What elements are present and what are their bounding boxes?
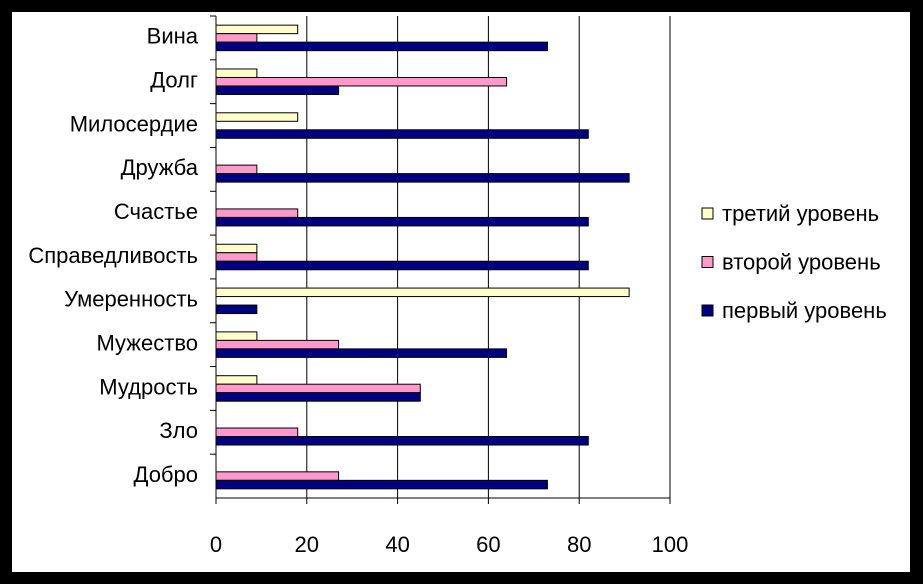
bar [215,252,258,262]
bar [215,208,299,218]
y-tick-label: Счастье [114,199,198,224]
y-tick-label: Мужество [96,330,198,355]
bar [215,427,299,438]
y-tick-label: Дружба [121,155,199,180]
bar [215,339,340,350]
bar [215,304,258,315]
y-tick-label: Умеренность [64,287,198,312]
x-tick-label: 40 [385,532,409,557]
bar [215,383,421,394]
bar [215,76,508,87]
bar [215,471,340,481]
bar [215,331,258,341]
x-tick-label: 80 [567,532,591,557]
y-tick-label: Добро [134,462,198,487]
x-tick-label: 60 [476,532,500,557]
bar [215,33,258,43]
y-tick-label: Зло [159,418,198,443]
bar [215,68,258,78]
bar [215,243,258,254]
bar [215,129,589,139]
bar [215,41,548,52]
bar [215,85,340,95]
bar [215,173,630,183]
bar [215,287,630,298]
bar [215,216,589,227]
bar [215,112,299,122]
legend-label: первый уровень [722,298,887,323]
x-tick-label: 20 [295,532,319,557]
legend-swatch [701,207,714,220]
y-tick-label: Мудрость [99,374,198,399]
bar [215,375,258,385]
legend-swatch [701,304,714,317]
x-tick-label: 100 [652,532,689,557]
bar [215,436,589,446]
y-tick-label: Долг [150,68,198,93]
bar [215,164,258,175]
y-tick-label: Милосердие [70,111,198,136]
legend-label: третий уровень [722,201,879,226]
bar [215,392,421,402]
bar [215,479,548,490]
legend-swatch [701,256,714,268]
legend-label: второй уровень [722,249,881,274]
bar [215,24,299,35]
x-tick-label: 0 [210,532,222,557]
y-tick-label: Вина [147,24,199,49]
bar [215,260,589,271]
y-tick-label: Справедливость [28,243,198,268]
bar [215,348,508,358]
